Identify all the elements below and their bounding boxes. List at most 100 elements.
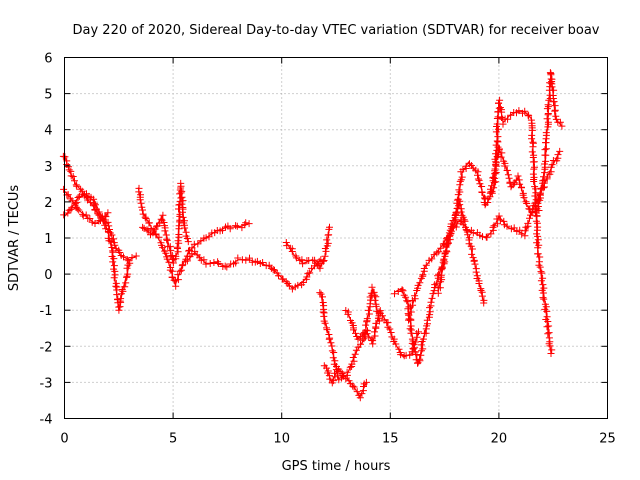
data-point bbox=[537, 277, 545, 285]
data-point bbox=[437, 271, 445, 279]
data-point bbox=[214, 258, 222, 266]
data-point bbox=[135, 188, 143, 196]
x-tick-label: 25 bbox=[599, 432, 616, 447]
data-point bbox=[514, 172, 522, 180]
data-point bbox=[122, 279, 130, 287]
data-point bbox=[120, 253, 127, 261]
data-point bbox=[123, 264, 131, 272]
data-point bbox=[269, 266, 277, 273]
data-point bbox=[463, 228, 471, 236]
data-point bbox=[398, 286, 406, 294]
data-point bbox=[534, 199, 542, 207]
series-line-trace-6 bbox=[187, 251, 322, 290]
data-point bbox=[535, 261, 543, 269]
data-point bbox=[219, 226, 226, 234]
data-point bbox=[369, 337, 377, 345]
data-point bbox=[149, 229, 157, 237]
data-point bbox=[223, 263, 231, 271]
data-point bbox=[433, 279, 441, 287]
data-point bbox=[159, 211, 167, 219]
data-point bbox=[468, 245, 476, 253]
data-point bbox=[112, 282, 120, 290]
data-point bbox=[504, 171, 512, 179]
data-point bbox=[321, 319, 329, 327]
data-point bbox=[360, 335, 368, 343]
data-point bbox=[353, 388, 361, 396]
data-point bbox=[238, 256, 246, 264]
data-point bbox=[501, 162, 509, 170]
data-point bbox=[456, 177, 464, 185]
data-point bbox=[417, 341, 425, 349]
data-point bbox=[351, 350, 359, 358]
data-point bbox=[545, 96, 553, 104]
data-point bbox=[536, 190, 544, 198]
data-point bbox=[107, 238, 115, 245]
data-point bbox=[143, 226, 151, 234]
data-point bbox=[500, 217, 508, 225]
x-tick-label: 15 bbox=[382, 432, 399, 447]
data-point bbox=[117, 295, 125, 303]
data-point bbox=[358, 390, 366, 398]
data-point bbox=[323, 326, 331, 334]
data-point bbox=[105, 228, 113, 236]
y-tick-label: 1 bbox=[44, 232, 52, 247]
data-point bbox=[168, 252, 176, 259]
data-point bbox=[449, 223, 456, 231]
data-point bbox=[475, 280, 483, 287]
data-point bbox=[493, 115, 501, 122]
data-point bbox=[543, 323, 551, 331]
data-point bbox=[294, 281, 302, 289]
data-point bbox=[245, 220, 253, 228]
data-point bbox=[200, 256, 208, 264]
data-point bbox=[101, 221, 109, 229]
data-point bbox=[111, 271, 119, 279]
data-point bbox=[395, 345, 403, 353]
data-point bbox=[170, 276, 178, 284]
data-point bbox=[174, 248, 182, 256]
data-point bbox=[181, 224, 189, 232]
data-point bbox=[168, 267, 176, 275]
data-point bbox=[86, 198, 94, 206]
data-point bbox=[177, 266, 185, 274]
data-point bbox=[132, 252, 140, 260]
data-point bbox=[518, 184, 525, 192]
data-point bbox=[533, 212, 541, 220]
data-point bbox=[214, 260, 222, 267]
data-point bbox=[542, 129, 550, 137]
y-tick-label: 5 bbox=[44, 88, 52, 103]
data-point bbox=[407, 308, 415, 316]
x-tick-label: 10 bbox=[273, 432, 290, 447]
data-point bbox=[179, 213, 187, 221]
data-point bbox=[362, 378, 370, 386]
data-point bbox=[495, 99, 503, 107]
data-point bbox=[91, 220, 99, 227]
data-point bbox=[323, 364, 331, 372]
data-point bbox=[174, 237, 182, 245]
data-point bbox=[397, 351, 405, 359]
data-point bbox=[359, 330, 367, 338]
data-point bbox=[522, 198, 530, 206]
data-point bbox=[285, 282, 293, 290]
data-point bbox=[194, 240, 202, 248]
data-point bbox=[492, 158, 500, 166]
data-point bbox=[536, 263, 544, 271]
data-point bbox=[547, 71, 555, 79]
data-point bbox=[324, 239, 332, 247]
data-point bbox=[95, 211, 103, 219]
data-point bbox=[516, 180, 524, 188]
data-point bbox=[489, 223, 497, 231]
grid-lines bbox=[64, 57, 608, 419]
data-point bbox=[422, 261, 430, 269]
data-point bbox=[459, 165, 467, 173]
data-point bbox=[124, 270, 132, 278]
data-point bbox=[488, 182, 496, 190]
data-point bbox=[544, 110, 552, 117]
data-point bbox=[67, 205, 75, 213]
data-point bbox=[210, 259, 218, 266]
data-point bbox=[303, 273, 311, 281]
data-point bbox=[427, 298, 435, 306]
data-point bbox=[437, 244, 445, 252]
data-point bbox=[319, 293, 326, 301]
data-point bbox=[128, 254, 136, 261]
data-point bbox=[524, 219, 532, 227]
